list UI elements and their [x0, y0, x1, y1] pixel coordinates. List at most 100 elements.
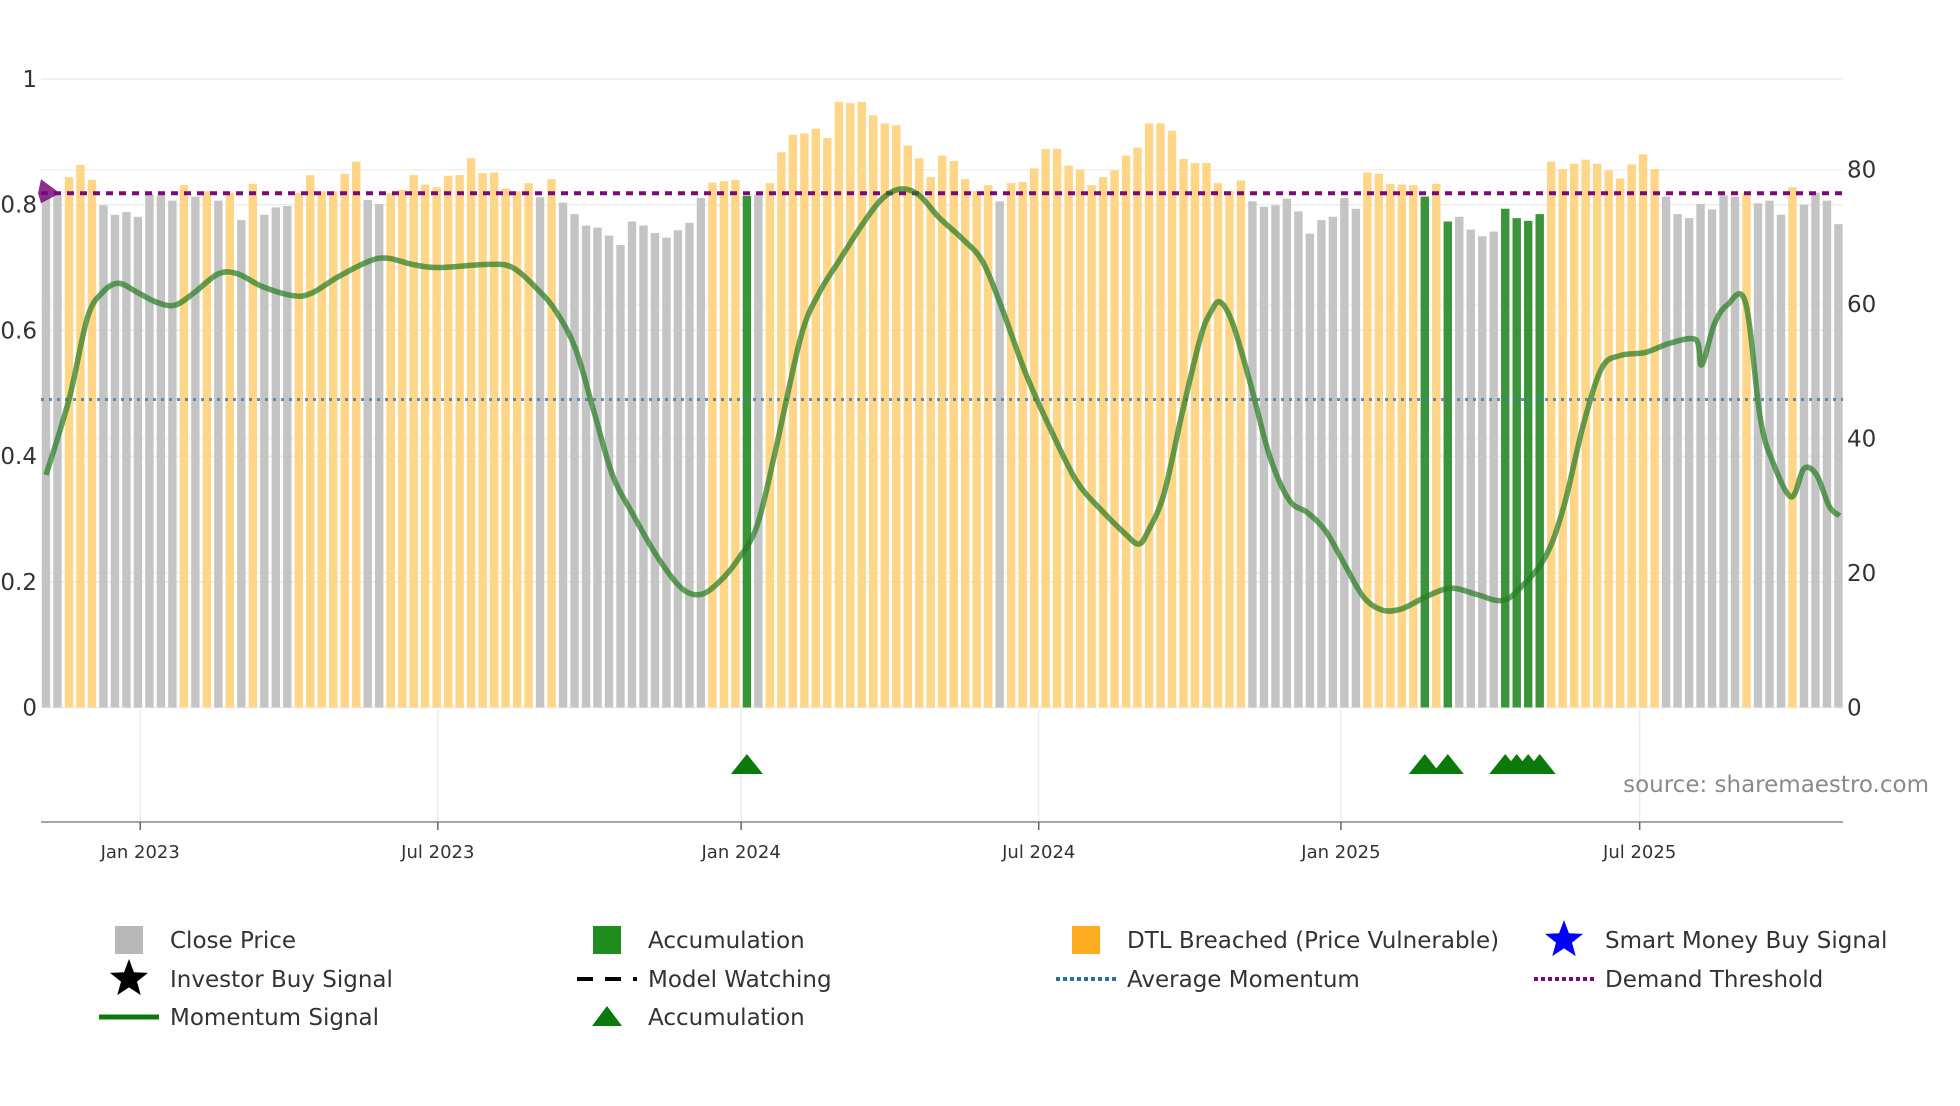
- dtl-breached-bar: [1018, 181, 1027, 708]
- dtl-breached-bar: [352, 161, 361, 708]
- close-price-bar: [1340, 197, 1349, 708]
- close-price-bar: [1661, 196, 1671, 708]
- close-price-bar: [156, 195, 166, 708]
- dtl-breached-bar: [1558, 169, 1567, 708]
- dtl-breached-bar: [1110, 170, 1119, 708]
- dtl-breached-bar: [409, 175, 418, 708]
- close-price-bar: [1248, 201, 1257, 708]
- close-price-bar: [558, 202, 568, 708]
- legend-item: Model Watching: [577, 967, 832, 993]
- dtl-breached-bar: [1213, 183, 1223, 708]
- momentum-signal-line: [43, 186, 1842, 614]
- dtl-breached-bar: [1041, 148, 1050, 708]
- close-price-bar: [110, 214, 120, 708]
- close-price-bar: [1351, 208, 1361, 708]
- legend-item: Average Momentum: [1056, 967, 1360, 993]
- close-price-bar: [639, 225, 648, 708]
- close-price-bar: [1696, 204, 1705, 708]
- dtl-breached-bar: [1397, 184, 1407, 708]
- accumulation-bar: [1501, 208, 1510, 708]
- dtl-breached-bar: [811, 128, 821, 708]
- close-price-bar: [1455, 216, 1464, 708]
- close-price-bar: [1489, 231, 1498, 708]
- dtl-breached-bar: [225, 192, 235, 708]
- close-price-bar: [375, 204, 384, 708]
- right-axis-tick-label: 80: [1847, 158, 1876, 184]
- dtl-breached-bar: [317, 191, 326, 708]
- dtl-breached-bar: [329, 191, 338, 708]
- x-axis-tick-label: Jan 2023: [100, 842, 180, 863]
- right-axis-tick-label: 0: [1847, 696, 1862, 722]
- close-price-bar: [363, 199, 372, 708]
- legend-item: Accumulation: [593, 926, 805, 954]
- reference-lines: [38, 179, 1843, 402]
- close-price-bar: [1317, 220, 1326, 708]
- left-axis-tick-label: 1: [22, 67, 37, 93]
- legend-label: Smart Money Buy Signal: [1605, 928, 1887, 954]
- dtl-breached-bar: [1156, 123, 1165, 708]
- legend-label: Model Watching: [648, 967, 832, 993]
- accumulation-bar: [1524, 220, 1533, 708]
- left-axis-tick-label: 0.2: [0, 570, 37, 596]
- dtl-breached-bar: [1374, 173, 1384, 708]
- dtl-breached-bar: [949, 161, 958, 708]
- left-axis-tick-label: 0.6: [0, 318, 37, 344]
- dtl-breached-bar: [432, 187, 441, 708]
- dtl-breached-bar: [961, 179, 970, 708]
- close-price-bar: [650, 232, 660, 708]
- accumulation-bar: [1443, 221, 1452, 708]
- accumulation-bar: [1420, 196, 1429, 708]
- legend-label: Momentum Signal: [170, 1005, 379, 1031]
- close-price-bar: [271, 207, 280, 708]
- price-bars: [41, 101, 1843, 708]
- dtl-breached-bar: [1592, 163, 1602, 708]
- close-price-bar: [1753, 203, 1763, 708]
- close-price-bar: [1822, 200, 1832, 708]
- dtl-breached-bar: [420, 184, 430, 708]
- dtl-breached-bar: [524, 183, 533, 708]
- close-price-bar: [214, 200, 223, 708]
- close-price-bar: [1707, 209, 1717, 708]
- demand-threshold-marker: [38, 179, 60, 204]
- dtl-breached-bar: [340, 173, 349, 708]
- dtl-breached-bar: [443, 175, 453, 708]
- dtl-breached-bar: [926, 177, 935, 708]
- dtl-breached-bar: [846, 103, 855, 708]
- dtl-breached-bar: [1546, 161, 1556, 708]
- dtl-breached-bar: [1788, 187, 1797, 708]
- dtl-breached-bar: [1144, 123, 1154, 708]
- dtl-breached-bar: [1638, 154, 1648, 708]
- dtl-breached-bar: [306, 175, 315, 708]
- orange-square-icon: [1072, 926, 1100, 954]
- close-price-bar: [1294, 211, 1303, 708]
- dtl-breached-bar: [64, 177, 74, 708]
- dtl-breached-bar: [1742, 192, 1751, 708]
- close-price-bar: [995, 201, 1004, 708]
- dtl-breached-bar: [455, 175, 464, 708]
- accumulation-bar: [742, 195, 752, 708]
- legend-item: Smart Money Buy Signal: [1544, 920, 1887, 957]
- close-price-bar: [1799, 204, 1809, 708]
- legend-item: Demand Threshold: [1534, 967, 1823, 993]
- dtl-breached-bar: [1190, 163, 1200, 708]
- dtl-breached-bar: [938, 155, 947, 708]
- x-axis-tick-label: Jul 2023: [400, 842, 474, 863]
- dtl-breached-bar: [87, 179, 97, 708]
- close-price-bar: [1466, 229, 1475, 708]
- close-price-bar: [260, 214, 269, 708]
- legend-item: Close Price: [115, 926, 296, 954]
- legend-item: DTL Breached (Price Vulnerable): [1072, 926, 1499, 954]
- close-price-bar: [1684, 218, 1694, 708]
- close-price-bar: [616, 245, 625, 708]
- close-price-bar: [1673, 214, 1682, 708]
- dtl-breached-bar: [397, 189, 407, 708]
- close-price-bar: [1730, 196, 1740, 708]
- close-price-bar: [581, 225, 591, 708]
- close-price-bar: [133, 216, 143, 708]
- dtl-breached-bar: [1363, 172, 1372, 708]
- accumulation-bar: [1535, 214, 1544, 708]
- black-star-icon: [109, 959, 149, 996]
- close-price-bar: [122, 212, 131, 708]
- dtl-breached-bar: [294, 193, 303, 708]
- dtl-breached-bar: [1167, 130, 1177, 708]
